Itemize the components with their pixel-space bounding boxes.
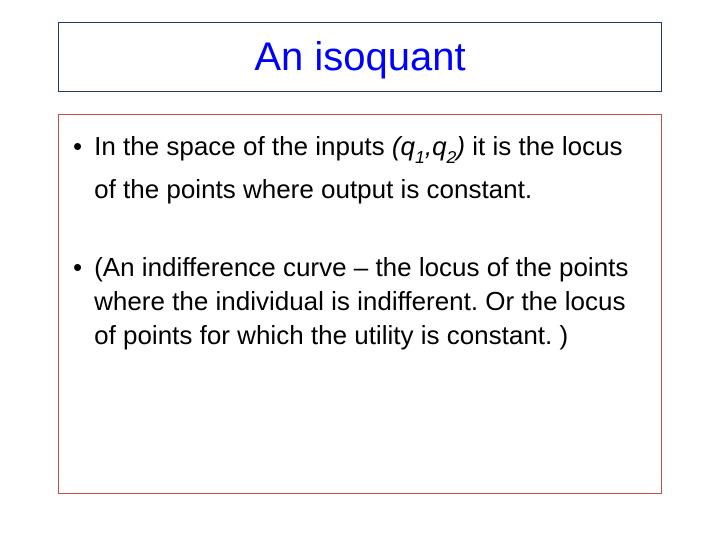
bullet-item: • (An indifference curve – the locus of …	[71, 250, 643, 352]
subscript: 1	[415, 147, 425, 167]
subscript: 2	[447, 147, 457, 167]
slide-title: An isoquant	[254, 35, 465, 80]
title-container: An isoquant	[58, 22, 662, 92]
bullet-text: (An indifference curve – the locus of th…	[94, 250, 643, 352]
variable-close: )	[456, 131, 465, 161]
text-fragment: In the space of the inputs	[94, 131, 392, 161]
bullet-marker: •	[73, 129, 82, 206]
bullet-marker: •	[73, 250, 82, 352]
variable-open: (q	[392, 131, 415, 161]
bullet-text: In the space of the inputs (q1,q2) it is…	[94, 129, 643, 206]
bullet-item: • In the space of the inputs (q1,q2) it …	[71, 129, 643, 206]
variable-comma: ,q	[425, 131, 447, 161]
body-container: • In the space of the inputs (q1,q2) it …	[58, 114, 662, 494]
